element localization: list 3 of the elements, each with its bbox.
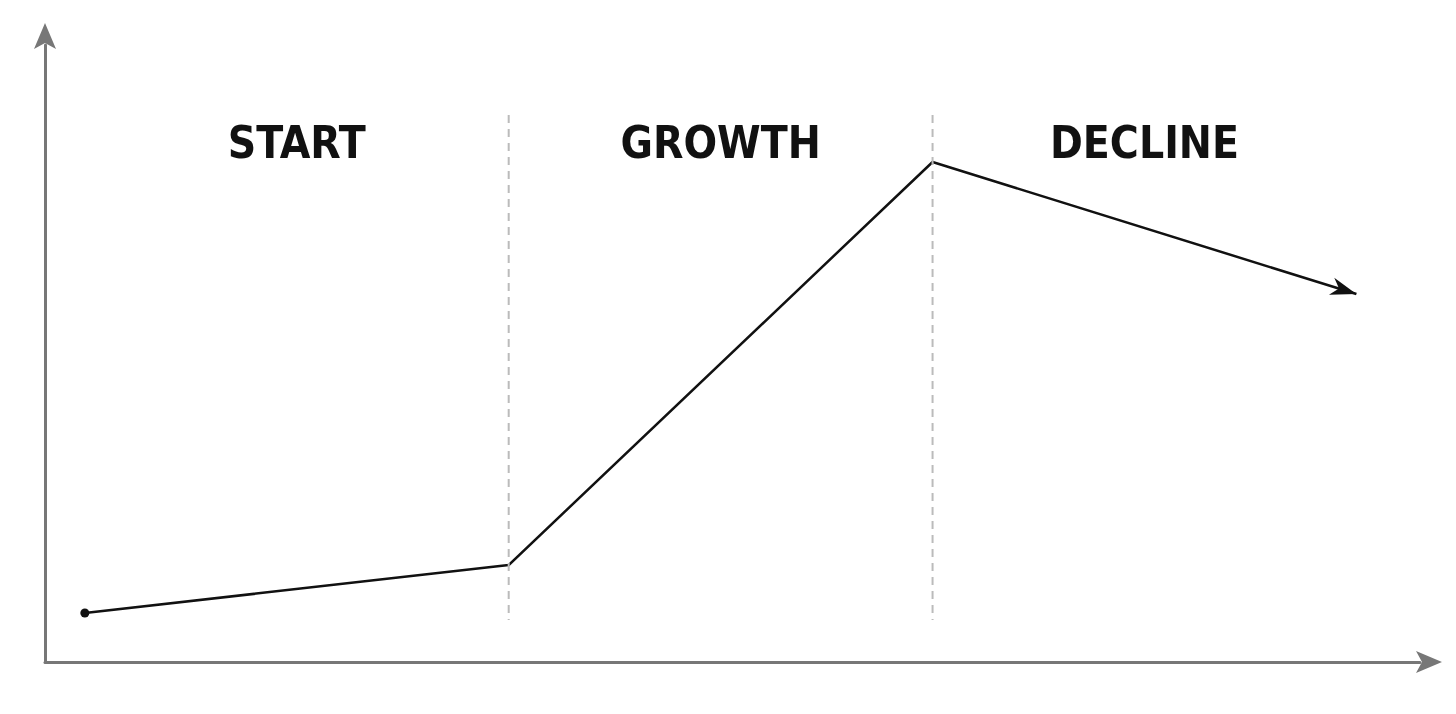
annotation: START — [227, 117, 366, 168]
annotation: GROWTH — [620, 117, 821, 168]
annotation: DECLINE — [1049, 117, 1240, 168]
